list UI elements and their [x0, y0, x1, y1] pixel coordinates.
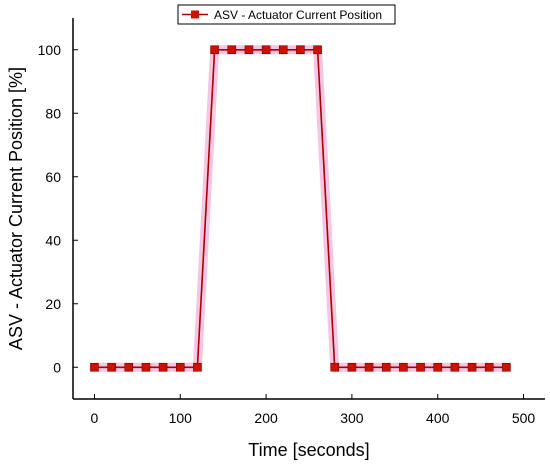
- legend-marker-swatch: [191, 10, 199, 19]
- data-point-marker: [313, 45, 322, 55]
- y-tick-label: 0: [53, 359, 61, 375]
- data-point-marker: [261, 45, 271, 55]
- data-point-marker: [107, 362, 116, 372]
- data-point-marker: [364, 362, 374, 372]
- series-glow: [94, 45, 507, 372]
- data-point-marker: [484, 362, 494, 372]
- x-tick-label: 300: [340, 410, 364, 426]
- data-point-marker: [210, 45, 219, 55]
- series-line: [94, 48, 507, 369]
- y-axis-title: ASV - Actuator Current Position [%]: [6, 67, 26, 350]
- data-point-marker: [296, 45, 305, 55]
- y-tick-label: 20: [45, 296, 61, 312]
- data-point-marker: [416, 362, 425, 372]
- x-tick-label: 200: [254, 410, 278, 426]
- y-tick-label: 40: [45, 232, 61, 248]
- data-point-marker: [502, 362, 511, 372]
- data-point-marker: [141, 362, 151, 372]
- x-tick-label: 500: [512, 410, 536, 426]
- data-point-marker: [244, 45, 254, 55]
- x-tick-label: 0: [91, 410, 99, 426]
- legend-box: [177, 4, 396, 25]
- data-point-marker: [433, 362, 443, 372]
- legend: ASV - Actuator Current Position: [177, 4, 396, 25]
- data-point-marker: [124, 362, 134, 372]
- series-layer: [90, 45, 511, 372]
- data-point-marker: [399, 362, 408, 372]
- x-tick-label: 100: [169, 410, 193, 426]
- data-point-marker: [193, 362, 202, 372]
- axes: [72, 18, 545, 400]
- data-point-marker: [467, 362, 477, 372]
- data-point-marker: [347, 362, 357, 372]
- data-point-marker: [158, 362, 168, 372]
- data-point-marker: [90, 362, 99, 372]
- data-point-marker: [278, 45, 288, 55]
- y-tick-label: 100: [38, 42, 62, 58]
- x-tick-label: 400: [426, 410, 450, 426]
- data-point-marker: [227, 45, 237, 55]
- x-axis-ticks: 0 100 200 300 400 500: [91, 394, 536, 426]
- y-axis-ticks: 0 20 40 60 80 100: [38, 42, 78, 375]
- legend-label: ASV - Actuator Current Position: [214, 8, 382, 22]
- y-tick-label: 80: [45, 105, 61, 121]
- x-axis-title: Time [seconds]: [248, 440, 369, 460]
- data-point-marker: [450, 362, 460, 372]
- data-point-marker: [381, 362, 391, 372]
- data-point-marker: [330, 362, 340, 372]
- y-tick-label: 60: [45, 169, 61, 185]
- data-point-marker: [175, 362, 185, 372]
